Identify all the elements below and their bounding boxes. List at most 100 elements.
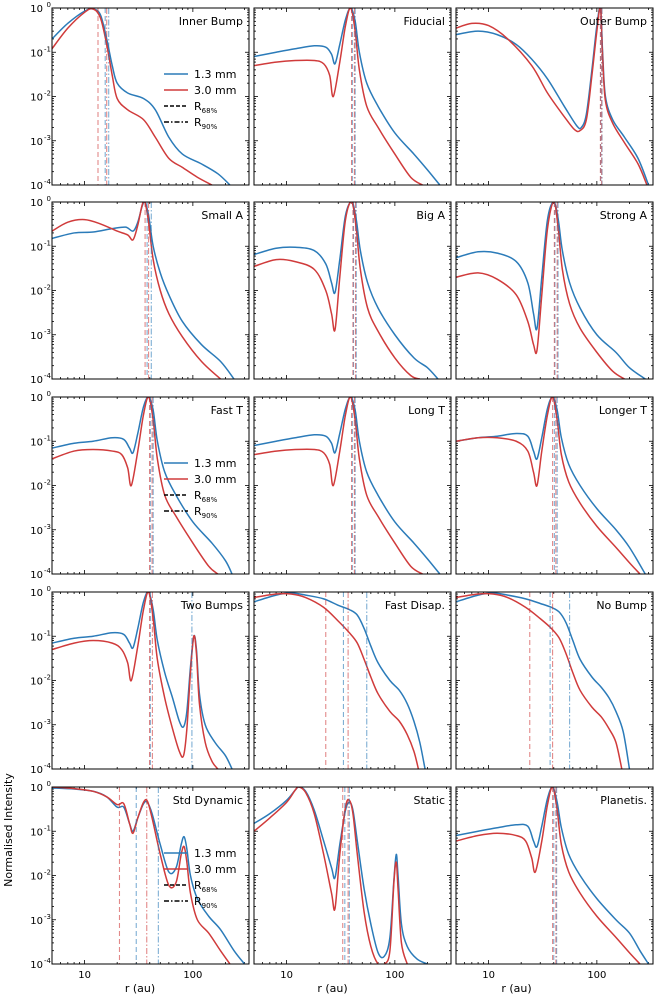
y-tick-label-exponent: -2 xyxy=(44,284,51,292)
series-line-1-3-mm xyxy=(456,592,631,769)
legend-label-subscript: 68% xyxy=(202,107,218,115)
curves xyxy=(52,592,233,769)
x-tick-label: 10 xyxy=(280,970,293,981)
y-tick-label: 10 xyxy=(30,677,43,688)
series-line-3-0-mm xyxy=(254,397,423,574)
tick-marks xyxy=(455,7,653,186)
y-tick-label: 10 xyxy=(30,242,43,253)
x-tick-label: 100 xyxy=(587,970,606,981)
y-tick-label: 10 xyxy=(30,287,43,298)
legend-label-2: R68% xyxy=(194,489,218,504)
curves xyxy=(52,787,246,964)
curves xyxy=(456,787,650,964)
curves xyxy=(254,202,439,379)
y-axis-label: Normalised Intensity xyxy=(2,773,15,887)
panel-title: Fast Disap. xyxy=(385,599,445,612)
series-line-1-3-mm xyxy=(52,202,235,379)
y-tick-label: 10 xyxy=(30,632,43,643)
panel-title: Outer Bump xyxy=(580,15,647,28)
legend-label-2: R68% xyxy=(194,100,218,115)
legend-label-0: 1.3 mm xyxy=(194,847,236,860)
x-axis-label: r (au) xyxy=(125,982,155,995)
panel-frame xyxy=(455,591,654,770)
panel-title: Fast T xyxy=(211,404,244,417)
radius-markers xyxy=(352,202,357,379)
curves xyxy=(456,202,646,379)
tick-marks xyxy=(253,201,451,380)
y-tick-label: 10 xyxy=(30,393,43,404)
panel-title: Big A xyxy=(416,209,445,222)
panel-planetis: Planetis. 10 100 xyxy=(455,786,654,981)
y-tick-label-exponent: -1 xyxy=(44,629,51,637)
tick-marks xyxy=(455,786,653,965)
panel-long-t: Long T xyxy=(253,396,452,575)
panel-fast-t: Fast T10-410-310-210-110 01.3 mm3.0 mmR68… xyxy=(30,390,250,581)
y-tick-label-exponent: -2 xyxy=(44,869,51,877)
panel-title: Longer T xyxy=(599,404,647,417)
y-tick-label-exponent: -2 xyxy=(44,674,51,682)
legend: 1.3 mm 3.0 mm R68%R90% xyxy=(164,847,236,910)
x-tick-label: 10 xyxy=(482,970,495,981)
y-tick-label: 10 xyxy=(30,198,43,209)
y-tick-label-exponent: 0 xyxy=(47,1,51,9)
y-tick-label: 10 xyxy=(30,482,43,493)
panel-fast-disap: Fast Disap. xyxy=(253,591,452,770)
series-line-1-3-mm xyxy=(254,202,439,379)
panel-frame xyxy=(455,786,654,965)
y-tick-label: 10 xyxy=(30,783,43,794)
legend-label-1: 3.0 mm xyxy=(194,84,236,97)
panel-outer-bump: Outer Bump xyxy=(455,7,654,186)
y-tick-label: 10 xyxy=(30,48,43,59)
radius-markers xyxy=(97,8,110,185)
curves xyxy=(254,787,428,964)
y-tick-label: 10 xyxy=(30,721,43,732)
y-tick-label-exponent: -4 xyxy=(44,372,52,380)
radius-markers xyxy=(529,592,571,769)
series-line-3-0-mm xyxy=(456,592,623,769)
curves xyxy=(52,202,235,379)
y-tick-label-exponent: -1 xyxy=(44,824,51,832)
series-line-1-3-mm xyxy=(456,202,646,379)
panel-title: Long T xyxy=(408,404,445,417)
legend-label-subscript: 90% xyxy=(202,902,218,910)
series-line-1-3-mm xyxy=(456,787,650,964)
radius-markers xyxy=(148,397,154,574)
y-tick-label-exponent: -4 xyxy=(44,567,52,575)
panel-longer-t: Longer T xyxy=(455,396,654,575)
y-tick-label-exponent: -4 xyxy=(44,762,52,770)
legend-label-0: 1.3 mm xyxy=(194,457,236,470)
curves xyxy=(254,8,441,185)
series-line-3-0-mm xyxy=(52,397,219,574)
legend-label-subscript: 68% xyxy=(202,496,218,504)
curves xyxy=(254,592,426,769)
panel-static: Static 10 100 xyxy=(253,786,452,981)
legend-label-2: R68% xyxy=(194,879,218,894)
legend-label-subscript: 90% xyxy=(202,123,218,131)
series-line-1-3-mm xyxy=(52,787,246,964)
y-tick-label: 10 xyxy=(30,137,43,148)
curves xyxy=(254,397,441,574)
y-tick-label-exponent: 0 xyxy=(47,390,51,398)
panel-frame xyxy=(455,7,654,186)
y-tick-label-exponent: 0 xyxy=(47,195,51,203)
series-line-3-0-mm xyxy=(254,8,423,185)
series-line-3-0-mm xyxy=(52,787,231,964)
radius-markers xyxy=(350,397,356,574)
series-line-3-0-mm xyxy=(52,592,219,769)
panel-frame xyxy=(455,201,654,380)
radius-markers xyxy=(552,787,558,964)
curves xyxy=(456,8,650,185)
legend: 1.3 mm 3.0 mm R68%R90% xyxy=(164,457,236,520)
curves xyxy=(456,592,631,769)
panel-title: Planetis. xyxy=(600,794,647,807)
series-line-3-0-mm xyxy=(52,202,222,379)
legend: 1.3 mm 3.0 mm R68%R90% xyxy=(164,68,236,131)
series-line-1-3-mm xyxy=(254,397,441,574)
y-tick-label-exponent: -3 xyxy=(44,523,51,531)
panel-fiducial: Fiducial xyxy=(253,7,452,186)
y-tick-label-exponent: -2 xyxy=(44,90,51,98)
